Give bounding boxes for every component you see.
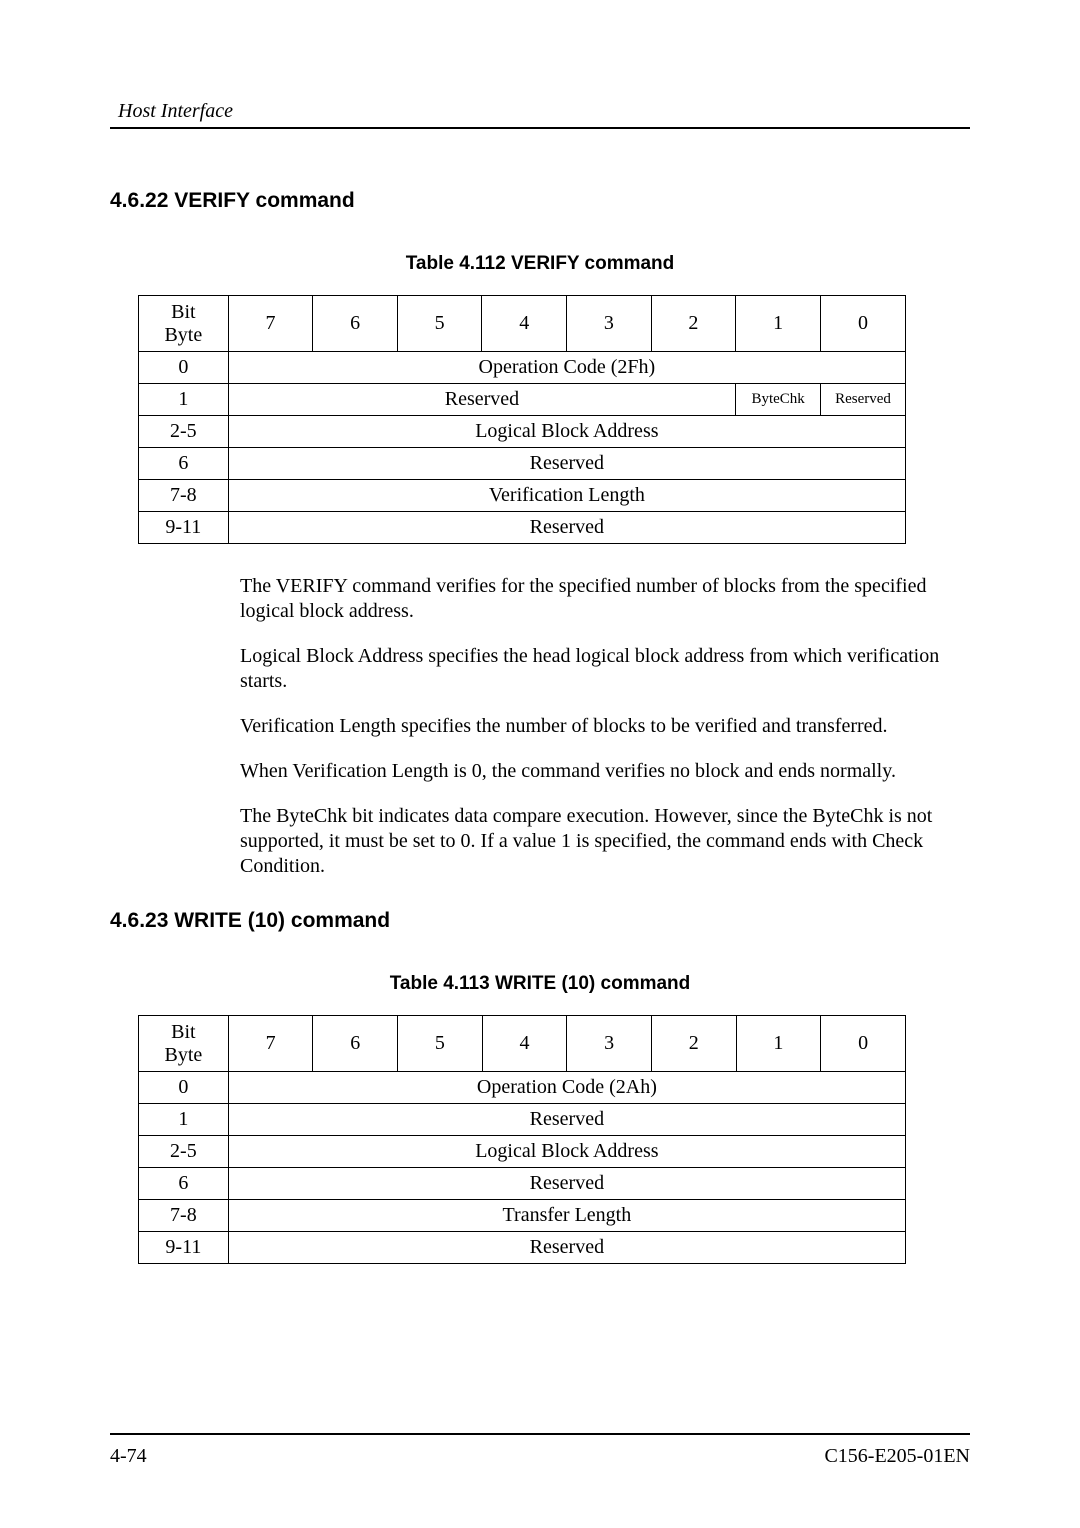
- page-footer: 4-74 C156-E205-01EN: [110, 1433, 970, 1468]
- bit-2: 2: [651, 1016, 736, 1072]
- bit-1: 1: [736, 296, 821, 352]
- paragraph: The ByteChk bit indicates data compare e…: [240, 804, 970, 879]
- cell-bytechk: ByteChk: [736, 384, 821, 416]
- verify-command-table: Bit Byte 7 6 5 4 3 2 1 0 0 Operation Cod…: [138, 295, 906, 544]
- bit-5: 5: [397, 296, 482, 352]
- bit-5: 5: [398, 1016, 483, 1072]
- table-row: 0 Operation Code (2Fh): [139, 352, 906, 384]
- bit-4: 4: [482, 296, 567, 352]
- bit-0: 0: [821, 1016, 906, 1072]
- byte-cell: 1: [139, 1104, 229, 1136]
- paragraph: When Verification Length is 0, the comma…: [240, 759, 970, 784]
- byte-cell: 0: [139, 1072, 229, 1104]
- doc-id: C156-E205-01EN: [824, 1445, 970, 1468]
- bit-3: 3: [567, 296, 652, 352]
- cell: Operation Code (2Ah): [228, 1072, 905, 1104]
- table-row: 1 Reserved ByteChk Reserved: [139, 384, 906, 416]
- footer-row: 4-74 C156-E205-01EN: [110, 1445, 970, 1468]
- table-row: 0 Operation Code (2Ah): [139, 1072, 906, 1104]
- section-heading-2: 4.6.23 WRITE (10) command: [110, 909, 970, 933]
- table-row: 2-5 Logical Block Address: [139, 416, 906, 448]
- bit-6: 6: [313, 296, 398, 352]
- page-number: 4-74: [110, 1445, 147, 1468]
- bit-7: 7: [228, 296, 313, 352]
- table-caption-2: Table 4.113 WRITE (10) command: [110, 973, 970, 995]
- table-row: 6 Reserved: [139, 1168, 906, 1200]
- bit-3: 3: [567, 1016, 652, 1072]
- cell: Reserved: [228, 1232, 905, 1264]
- cell: Logical Block Address: [228, 1136, 905, 1168]
- cell: Logical Block Address: [228, 416, 905, 448]
- byte-cell: 2-5: [139, 416, 229, 448]
- cell: Reserved: [228, 1104, 905, 1136]
- cell: Transfer Length: [228, 1200, 905, 1232]
- cell: Reserved: [228, 512, 905, 544]
- cell: Verification Length: [228, 480, 905, 512]
- byte-cell: 7-8: [139, 1200, 229, 1232]
- section-heading-1: 4.6.22 VERIFY command: [110, 189, 970, 213]
- byte-cell: 7-8: [139, 480, 229, 512]
- table-row: 7-8 Verification Length: [139, 480, 906, 512]
- table-row: 7-8 Transfer Length: [139, 1200, 906, 1232]
- table-header-row: Bit Byte 7 6 5 4 3 2 1 0: [139, 296, 906, 352]
- footer-rule: [110, 1433, 970, 1435]
- header-rule: [110, 127, 970, 129]
- write10-command-table: Bit Byte 7 6 5 4 3 2 1 0 0 Operation Cod…: [138, 1015, 906, 1264]
- paragraph: The VERIFY command verifies for the spec…: [240, 574, 970, 624]
- table-row: 9-11 Reserved: [139, 512, 906, 544]
- byte-cell: 2-5: [139, 1136, 229, 1168]
- paragraph: Logical Block Address specifies the head…: [240, 644, 970, 694]
- table-row: 9-11 Reserved: [139, 1232, 906, 1264]
- page-header: Host Interface: [110, 100, 970, 129]
- paragraph: Verification Length specifies the number…: [240, 714, 970, 739]
- table-header-row: Bit Byte 7 6 5 4 3 2 1 0: [139, 1016, 906, 1072]
- table-row: 1 Reserved: [139, 1104, 906, 1136]
- bit-6: 6: [313, 1016, 398, 1072]
- bit-4: 4: [482, 1016, 567, 1072]
- cell: Reserved: [228, 448, 905, 480]
- bit-0: 0: [821, 296, 906, 352]
- table-row: 6 Reserved: [139, 448, 906, 480]
- bit-byte-header: Bit Byte: [139, 296, 229, 352]
- cell: Reserved: [228, 1168, 905, 1200]
- cell: Reserved: [228, 384, 735, 416]
- bit-7: 7: [228, 1016, 313, 1072]
- cell: Operation Code (2Fh): [228, 352, 905, 384]
- byte-cell: 6: [139, 448, 229, 480]
- header-title: Host Interface: [110, 100, 970, 123]
- byte-cell: 1: [139, 384, 229, 416]
- byte-cell: 6: [139, 1168, 229, 1200]
- bit-byte-header: Bit Byte: [139, 1016, 229, 1072]
- table-row: 2-5 Logical Block Address: [139, 1136, 906, 1168]
- bit-1: 1: [736, 1016, 821, 1072]
- table-caption-1: Table 4.112 VERIFY command: [110, 253, 970, 275]
- byte-cell: 0: [139, 352, 229, 384]
- byte-cell: 9-11: [139, 1232, 229, 1264]
- bit-2: 2: [651, 296, 736, 352]
- cell-reserved: Reserved: [821, 384, 906, 416]
- byte-cell: 9-11: [139, 512, 229, 544]
